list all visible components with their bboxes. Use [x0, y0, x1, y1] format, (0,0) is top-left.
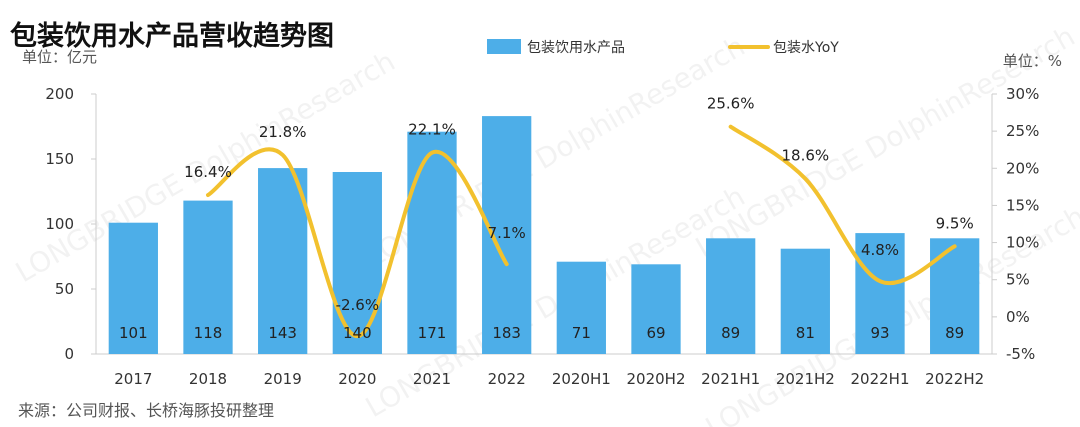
line-layer: [206, 124, 957, 339]
right-axis-unit: 单位：%: [1003, 52, 1062, 70]
x-axis-category-label: 2022H1: [851, 370, 910, 388]
x-axis-category-label: 2022: [488, 370, 526, 388]
right-axis-tick-label: 0%: [1006, 308, 1030, 326]
right-axis-tick-label: 5%: [1006, 271, 1030, 289]
bar-data-label: 89: [945, 324, 964, 342]
yoy-data-label: -2.6%: [336, 296, 380, 314]
x-axis-category-label: 2021H1: [701, 370, 760, 388]
bar-2020H1: [556, 261, 606, 354]
bar-data-label: 81: [796, 324, 815, 342]
x-axis-category-label: 2022H2: [925, 370, 984, 388]
bar-2021: [407, 131, 457, 354]
yoy-line-segment-1: [206, 147, 509, 339]
yoy-data-label: 22.1%: [408, 121, 456, 139]
bar-data-label: 118: [194, 324, 223, 342]
x-axis-category-label: 2021: [413, 370, 451, 388]
left-axis-tick-label: 50: [55, 280, 74, 298]
x-axis-category-label: 2020: [338, 370, 376, 388]
source-note: 来源：公司财报、长桥海豚投研整理: [18, 401, 274, 420]
yoy-data-label: 25.6%: [707, 95, 755, 113]
yoy-data-label: 9.5%: [936, 214, 974, 232]
left-axis-tick-label: 100: [45, 215, 74, 233]
bar-2021H1: [706, 238, 756, 354]
bar-2022H1: [855, 233, 905, 354]
left-axis-tick-label: 200: [45, 85, 74, 103]
bar-data-label: 71: [572, 324, 591, 342]
chart-title: 包装饮用水产品营收趋势图: [10, 20, 334, 52]
yoy-data-label: 7.1%: [488, 224, 526, 242]
right-axis-tick-label: 30%: [1006, 85, 1039, 103]
yoy-data-label: 16.4%: [184, 163, 232, 181]
bars-layer: [108, 116, 980, 354]
left-axis-tick-label: 150: [45, 150, 74, 168]
bar-data-label: 183: [492, 324, 521, 342]
bar-data-label: 93: [870, 324, 889, 342]
axes-layer: 0 50 100 150 200 -5% 0% 5% 10% 15% 20% 25% 30% 2017 20…: [45, 85, 1039, 388]
right-axis-tick-label: -5%: [1006, 345, 1035, 363]
bar-data-label: 69: [646, 324, 665, 342]
yoy-data-label: 18.6%: [782, 147, 830, 165]
right-axis-tick-label: 25%: [1006, 122, 1039, 140]
yoy-data-label: 4.8%: [861, 241, 899, 259]
legend-label-line: 包装水YoY: [773, 40, 839, 56]
right-axis-tick-label: 10%: [1006, 234, 1039, 252]
left-axis-tick-label: 0: [64, 345, 74, 363]
bar-2017: [108, 222, 158, 354]
bar-2020: [332, 172, 382, 354]
x-axis-category-label: 2019: [264, 370, 302, 388]
left-axis-unit: 单位：亿元: [22, 48, 97, 66]
bar-2021H2: [780, 248, 830, 354]
x-axis-category-label: 2020H2: [627, 370, 686, 388]
right-axis-tick-label: 20%: [1006, 159, 1039, 177]
legend-swatch-bar: [487, 39, 521, 54]
x-axis-category-label: 2020H1: [552, 370, 611, 388]
bar-2020H2: [631, 264, 681, 354]
chart-legend: 包装饮用水产品 包装水YoY: [487, 39, 839, 56]
labels-layer: 101 118 143 140 171 183 71 69 89 81 93 89 16.4% 21.8%…: [119, 95, 974, 342]
yoy-data-label: 21.8%: [259, 123, 307, 141]
bar-2018: [183, 200, 233, 354]
bar-data-label: 89: [721, 324, 740, 342]
bar-2019: [258, 168, 308, 354]
bar-data-label: 171: [418, 324, 447, 342]
right-axis-tick-label: 15%: [1006, 196, 1039, 214]
x-axis-category-label: 2018: [189, 370, 227, 388]
yoy-line-segment-2: [728, 124, 957, 286]
legend-label-bar: 包装饮用水产品: [527, 40, 625, 56]
bar-data-label: 140: [343, 324, 372, 342]
bar-data-label: 143: [268, 324, 297, 342]
x-axis-category-label: 2017: [114, 370, 152, 388]
bar-data-label: 101: [119, 324, 148, 342]
x-axis-category-label: 2021H2: [776, 370, 835, 388]
